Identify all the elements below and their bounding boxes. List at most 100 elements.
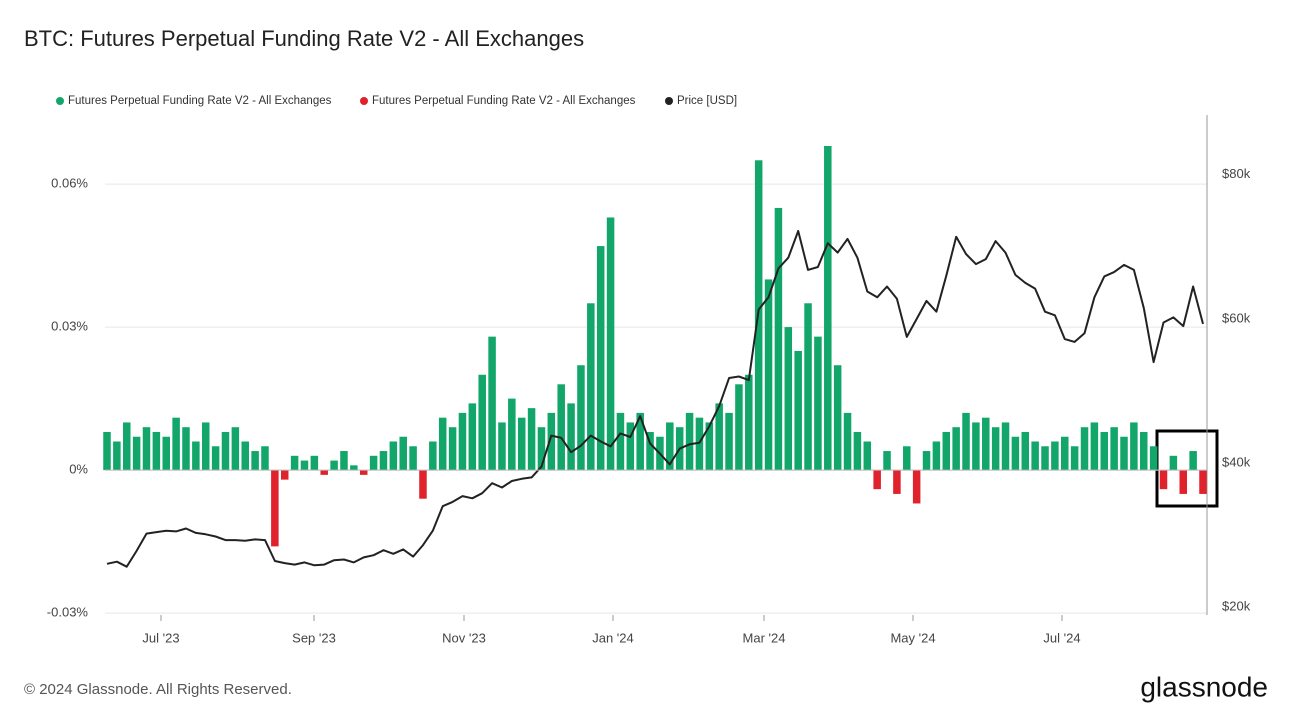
brand-logo: glassnode (1140, 671, 1268, 702)
bar (982, 417, 990, 471)
bar (1051, 441, 1059, 471)
bar (903, 446, 911, 471)
bar (527, 408, 536, 471)
bar (972, 422, 980, 471)
bar (745, 374, 753, 471)
bar (1120, 436, 1128, 471)
bar (310, 455, 319, 471)
bar (1061, 436, 1069, 471)
bar (132, 436, 141, 471)
bar (172, 417, 180, 471)
bar (231, 427, 240, 471)
bar (636, 412, 644, 471)
legend-marker (360, 97, 368, 105)
bar (1130, 422, 1138, 471)
x-tick-label: Jan '24 (592, 630, 634, 645)
bar (893, 470, 901, 494)
bar (814, 336, 822, 471)
bar (725, 412, 733, 471)
bar (685, 412, 694, 471)
bar (794, 350, 802, 471)
y-tick-label: 0.06% (51, 176, 88, 191)
bar (567, 403, 575, 471)
bar (271, 470, 279, 547)
highlight-box (1155, 429, 1219, 508)
bar (280, 470, 289, 480)
bar (251, 451, 259, 471)
bar (863, 441, 872, 471)
bar (626, 422, 635, 471)
bar (379, 451, 388, 471)
bar (1189, 451, 1197, 471)
bar (1159, 470, 1168, 490)
bar (1080, 427, 1089, 471)
y-tick-label: 0% (69, 462, 88, 477)
bar (596, 246, 605, 471)
bar (359, 470, 368, 475)
bar (192, 441, 200, 471)
bar (1070, 446, 1079, 471)
bar (201, 422, 210, 471)
y2-tick-label: $60k (1222, 310, 1251, 325)
bar (1041, 446, 1049, 471)
bar (300, 460, 309, 471)
bar (537, 427, 546, 471)
legend-label: Price [USD] (677, 95, 737, 107)
legend-marker (665, 97, 673, 105)
bar (962, 412, 970, 471)
bar (468, 403, 477, 471)
bar (478, 374, 486, 471)
bar (1021, 431, 1030, 471)
bar (883, 451, 891, 471)
bar (122, 422, 131, 471)
bar (261, 446, 269, 471)
legend-marker (56, 97, 64, 105)
bar (952, 427, 960, 471)
x-tick-label: May '24 (890, 630, 935, 645)
bar (557, 384, 565, 471)
bar (241, 441, 249, 471)
x-tick-label: Jul '24 (1043, 630, 1080, 645)
bar (666, 422, 674, 471)
bar (429, 441, 437, 471)
bar (508, 398, 516, 471)
bar (517, 417, 526, 471)
y-tick-label: 0.03% (51, 319, 88, 334)
bar (1001, 422, 1010, 471)
bar (1090, 422, 1099, 471)
bar (991, 427, 1000, 471)
bar (103, 431, 111, 471)
bar (587, 303, 595, 471)
bar (1199, 470, 1207, 494)
bar (616, 412, 625, 471)
bar (873, 470, 881, 490)
x-tick-label: Mar '24 (743, 630, 786, 645)
bar (932, 441, 941, 471)
x-tick-label: Sep '23 (292, 630, 336, 645)
bar (113, 441, 121, 471)
bar (1179, 470, 1188, 494)
bar (330, 460, 338, 471)
bar (409, 446, 417, 471)
bar (162, 436, 170, 471)
bar (458, 412, 467, 471)
bar (804, 303, 812, 471)
bar (389, 441, 398, 471)
bar (340, 451, 348, 471)
bar (764, 279, 773, 471)
bar (547, 412, 556, 471)
bar (843, 412, 852, 471)
y2-tick-label: $80k (1222, 166, 1251, 181)
bar (705, 422, 714, 471)
bar (833, 365, 842, 471)
bar (695, 417, 704, 471)
y2-tick-label: $20k (1222, 599, 1251, 614)
bar (1149, 446, 1158, 471)
bar (942, 431, 951, 471)
bar (498, 422, 506, 471)
bar (488, 336, 496, 471)
x-tick-label: Nov '23 (442, 630, 486, 645)
bar (419, 470, 427, 499)
x-tick-label: Jul '23 (142, 630, 179, 645)
